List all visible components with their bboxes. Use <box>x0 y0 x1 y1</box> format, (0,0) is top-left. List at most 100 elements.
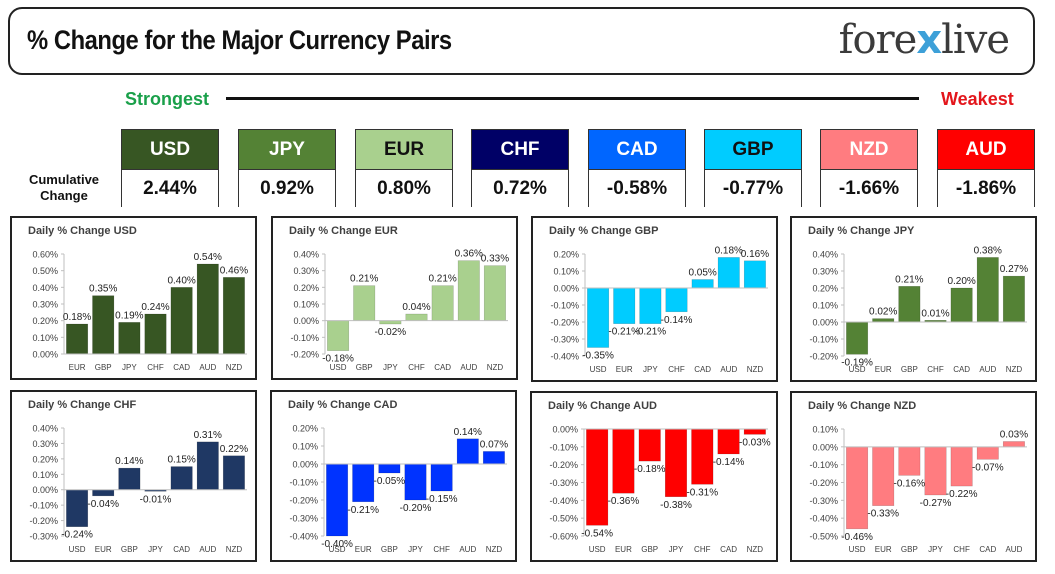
y-tick-label: 0.40% <box>812 250 838 260</box>
x-tick-label: CHF <box>694 545 711 554</box>
bar-eur <box>872 318 895 323</box>
x-tick-label: EUR <box>355 545 372 554</box>
bar-jpy <box>639 287 662 324</box>
data-label: 0.36% <box>455 249 483 260</box>
bar-usd <box>326 463 349 537</box>
x-tick-label: GBP <box>901 545 918 554</box>
bar-eur <box>613 287 636 324</box>
bar-nzd <box>743 260 766 289</box>
data-label: 0.05% <box>688 268 716 279</box>
data-label: 0.35% <box>89 284 117 295</box>
bar-chf <box>430 463 453 492</box>
y-tick-label: -0.10% <box>809 460 838 470</box>
data-label: -0.33% <box>867 509 899 520</box>
bar-chf <box>665 287 688 313</box>
x-tick-label: CAD <box>434 363 451 372</box>
data-label: -0.40% <box>321 539 353 550</box>
bar-jpy <box>404 463 427 501</box>
y-tick-label: -0.60% <box>549 532 578 542</box>
y-tick-label: -0.20% <box>550 318 579 328</box>
data-label: -0.27% <box>920 498 952 509</box>
chart-panel-chf: Daily % Change CHF -0.30% -0.20% -0.10% 0.00… <box>10 390 257 562</box>
bar-gbp <box>92 295 115 355</box>
bar-cad <box>431 285 454 321</box>
cumulative-label-line1: Cumulative <box>28 172 100 187</box>
x-tick-label: USD <box>330 363 347 372</box>
data-label: -0.04% <box>87 499 119 510</box>
x-tick-label: CAD <box>694 365 711 374</box>
bar-usd <box>327 320 350 351</box>
x-tick-label: AUD <box>1005 545 1022 554</box>
data-label: 0.18% <box>715 245 743 256</box>
y-tick-label: 0.10% <box>32 333 58 343</box>
data-label: -0.19% <box>841 357 873 368</box>
data-label: 0.31% <box>194 430 222 441</box>
x-tick-label: EUR <box>615 545 632 554</box>
data-label: -0.21% <box>608 327 640 338</box>
y-tick-label: 0.00% <box>553 284 579 294</box>
bar-aud <box>976 257 999 323</box>
currency-cumulative-value: 0.92% <box>239 170 335 208</box>
currency-name: USD <box>122 130 218 170</box>
chart-title: Daily % Change USD <box>28 225 137 237</box>
data-label: -0.16% <box>894 478 926 489</box>
x-tick-label: NZD <box>487 363 504 372</box>
bar-nzd <box>483 265 506 321</box>
bar-chf <box>405 313 428 321</box>
bar-chf <box>950 446 973 487</box>
y-tick-label: 0.20% <box>32 454 58 464</box>
y-tick-label: -0.30% <box>29 532 58 542</box>
x-tick-label: JPY <box>122 363 137 372</box>
chart-usd: Daily % Change USD 0.00% 0.10% 0.20% 0.30% 0.… <box>28 225 248 372</box>
data-label: 0.24% <box>141 302 169 313</box>
y-tick-label: -0.20% <box>549 460 578 470</box>
y-tick-label: -0.30% <box>549 478 578 488</box>
data-label: 0.38% <box>974 245 1002 256</box>
y-tick-label: 0.00% <box>292 460 318 470</box>
y-tick-label: 0.20% <box>293 283 319 293</box>
data-label: -0.38% <box>660 500 692 511</box>
x-tick-label: JPY <box>408 545 423 554</box>
chart-title: Daily % Change CHF <box>28 399 136 411</box>
y-tick-label: 0.00% <box>552 425 578 435</box>
bar-usd <box>586 428 609 526</box>
y-tick-label: -0.30% <box>289 514 318 524</box>
currency-box-usd: USD 2.44% <box>121 129 219 208</box>
currency-cumulative-value: 2.44% <box>122 170 218 208</box>
x-tick-label: CAD <box>720 545 737 554</box>
bar-gbp <box>353 285 376 321</box>
y-tick-label: -0.40% <box>289 532 318 542</box>
chart-title: Daily % Change CAD <box>288 399 397 411</box>
chart-aud: Daily % Change AUD -0.60% -0.50% -0.40% -0.3… <box>548 400 771 554</box>
x-tick-label: USD <box>69 545 86 554</box>
x-tick-label: CHF <box>433 545 450 554</box>
data-label: 0.27% <box>1000 264 1028 275</box>
y-tick-label: 0.30% <box>293 266 319 276</box>
data-label: 0.46% <box>220 265 248 276</box>
currency-box-cad: CAD -0.58% <box>588 129 686 208</box>
x-tick-label: GBP <box>381 545 398 554</box>
logo-text-right: live <box>941 17 1010 63</box>
chart-gbp: Daily % Change GBP -0.40% -0.30% -0.20% -0.1… <box>549 225 769 374</box>
currency-cumulative-value: -0.77% <box>705 170 801 208</box>
data-label: -0.07% <box>972 462 1004 473</box>
x-tick-label: GBP <box>121 545 138 554</box>
chart-title: Daily % Change NZD <box>808 400 916 412</box>
bar-nzd <box>222 277 245 355</box>
y-tick-label: -0.10% <box>549 442 578 452</box>
y-tick-label: 0.00% <box>812 442 838 452</box>
chart-panel-cad: Daily % Change CAD -0.40% -0.30% -0.20% -0.1… <box>270 390 517 562</box>
y-tick-label: -0.30% <box>809 496 838 506</box>
bar-cad <box>976 446 999 460</box>
chart-title: Daily % Change JPY <box>808 225 915 237</box>
bar-gbp <box>118 467 141 490</box>
header-banner: % Change for the Major Currency Pairs fo… <box>8 7 1035 75</box>
chart-panel-jpy: Daily % Change JPY -0.20% -0.10% 0.00% 0.10%… <box>790 216 1037 382</box>
data-label: -0.35% <box>582 351 614 362</box>
bar-aud <box>456 438 479 465</box>
data-label: -0.21% <box>635 327 667 338</box>
x-tick-label: GBP <box>901 365 918 374</box>
bar-eur <box>352 463 375 503</box>
x-tick-label: NZD <box>486 545 503 554</box>
x-tick-label: CHF <box>147 363 164 372</box>
